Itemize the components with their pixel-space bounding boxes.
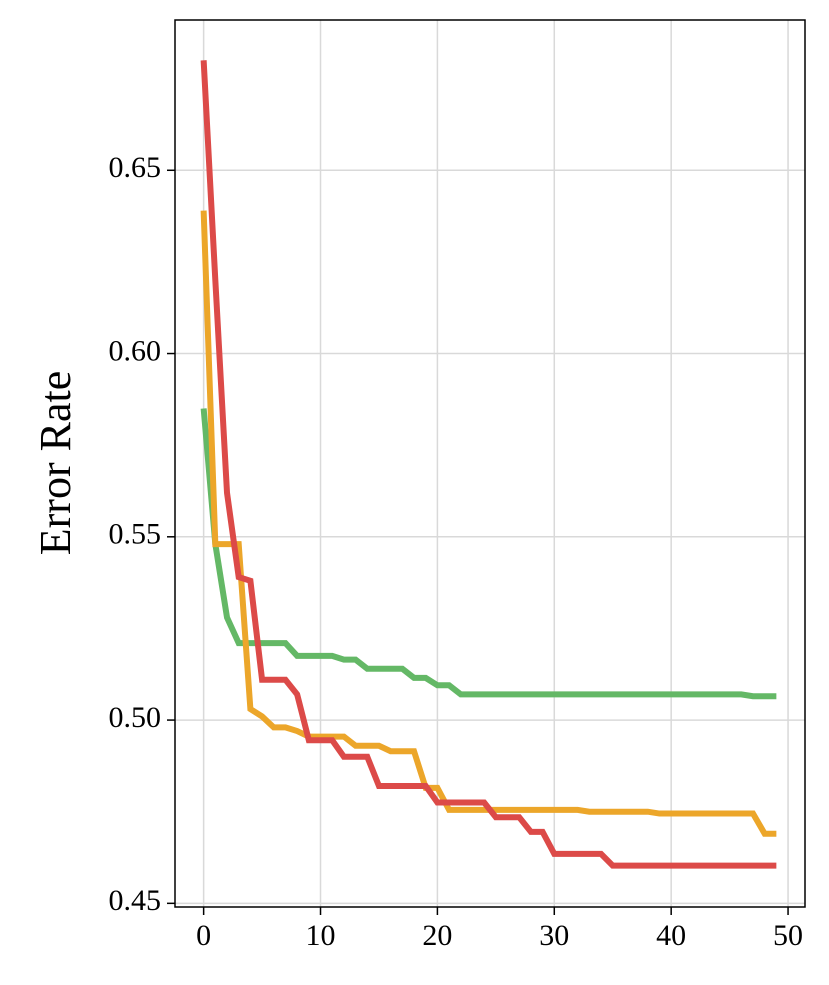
x-tick-label: 30 — [539, 919, 569, 952]
series-line — [200, 60, 777, 869]
series-line — [200, 210, 777, 837]
y-tick-label: 0.45 — [109, 884, 162, 917]
plot-frame — [174, 19, 806, 908]
x-tick-label: 50 — [773, 919, 803, 952]
x-tick-label: 10 — [306, 919, 336, 952]
y-tick-label: 0.50 — [109, 701, 162, 734]
y-tick-label: 0.65 — [109, 151, 162, 184]
y-tick-label: 0.60 — [109, 334, 162, 367]
x-tick-label: 0 — [196, 919, 211, 952]
series-line — [200, 408, 777, 700]
y-tick-label: 0.55 — [109, 518, 162, 551]
x-tick-label: 20 — [422, 919, 452, 952]
y-axis-label: Error Rate — [31, 371, 80, 555]
x-tick-label: 40 — [656, 919, 686, 952]
